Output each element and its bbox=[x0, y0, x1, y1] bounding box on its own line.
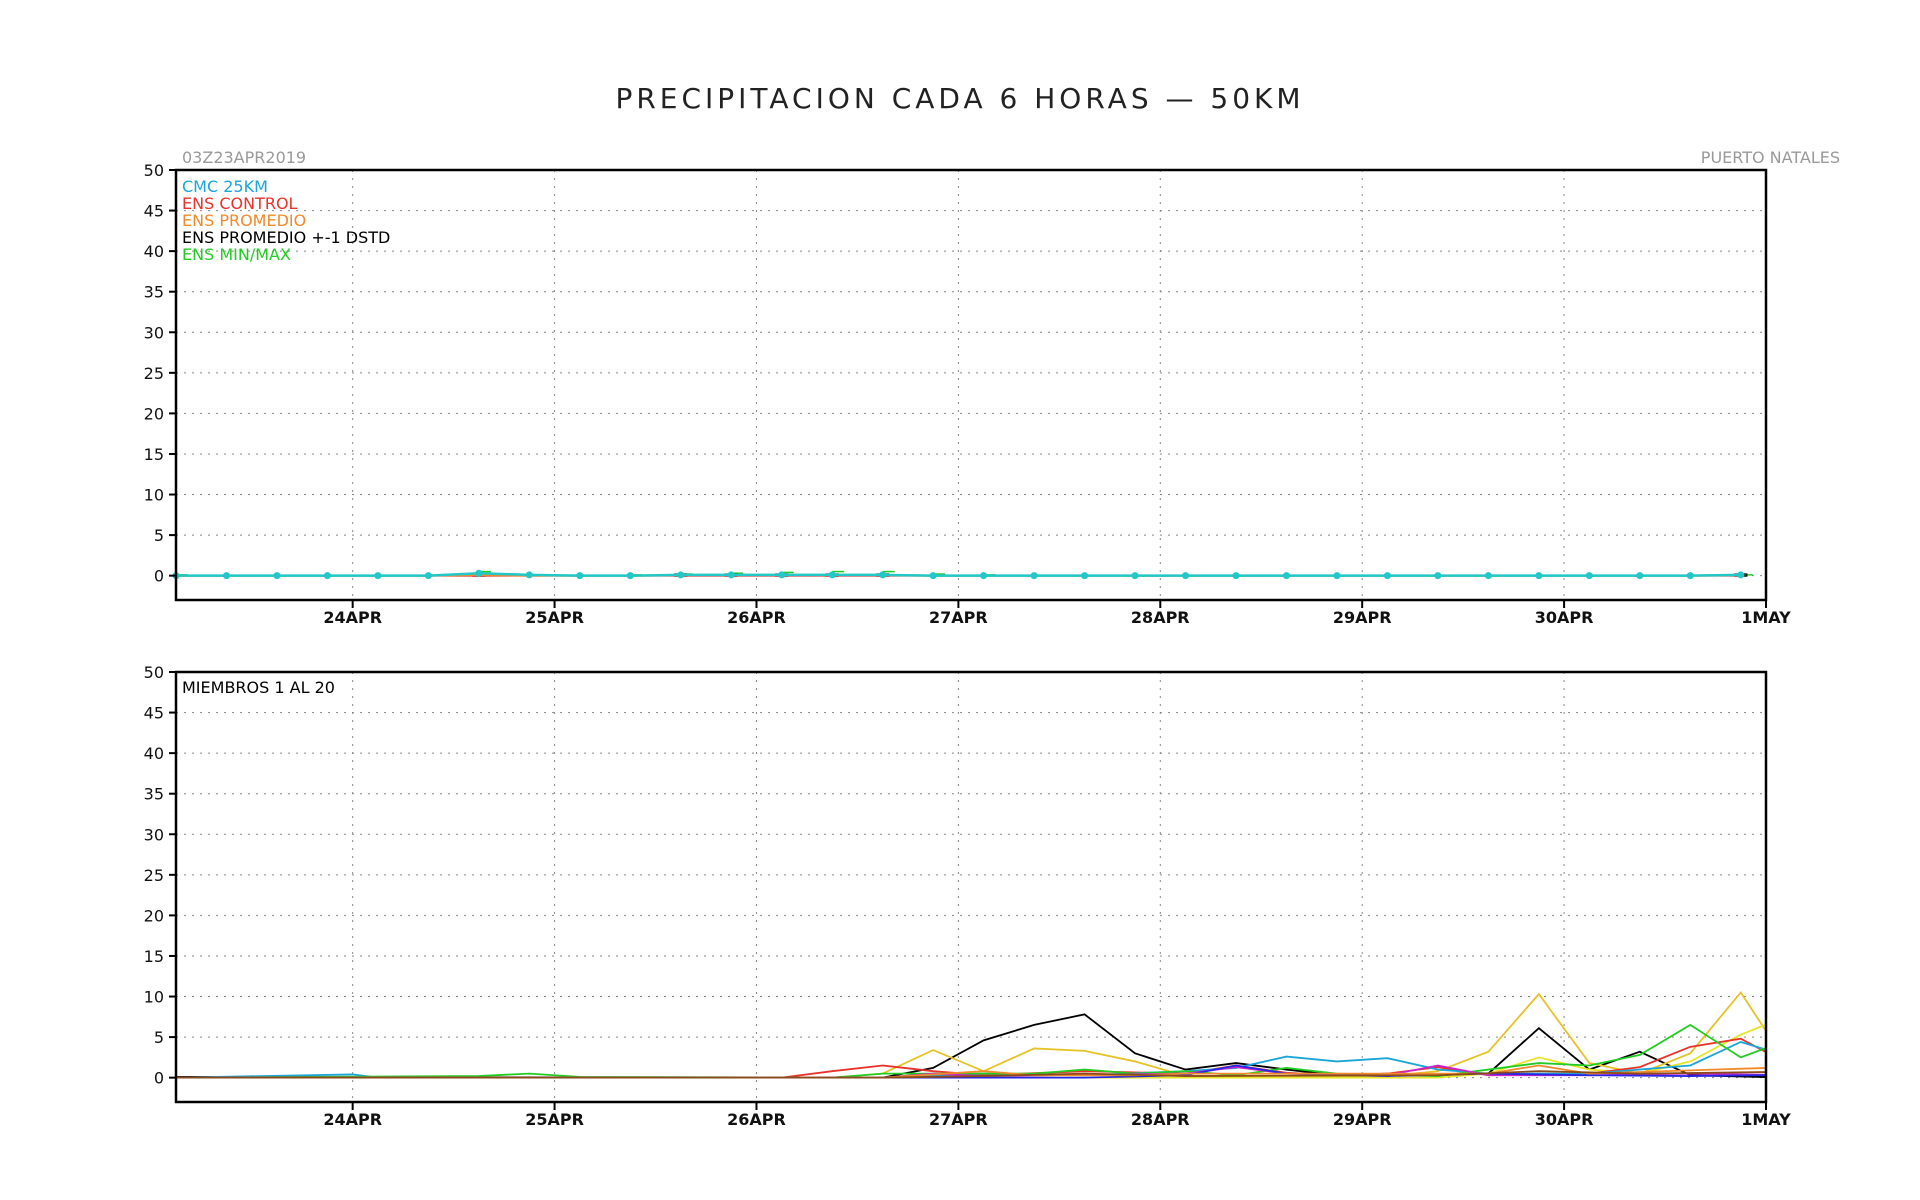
members-marks bbox=[175, 990, 1767, 1079]
legend-item-promedio: ENS PROMEDIO bbox=[182, 211, 306, 230]
cmc-point bbox=[222, 572, 230, 580]
x-tick-label: 1MAY bbox=[1741, 608, 1791, 627]
x-tick-label: 27APR bbox=[929, 608, 988, 627]
y-tick-label: 10 bbox=[144, 486, 164, 505]
y-tick-label: 50 bbox=[144, 161, 164, 180]
cmc-point bbox=[424, 572, 432, 580]
y-tick-label: 40 bbox=[144, 242, 164, 261]
y-tick-label: 15 bbox=[144, 947, 164, 966]
y-tick-label: 20 bbox=[144, 906, 164, 925]
cmc-point bbox=[475, 569, 483, 577]
member-series-line bbox=[175, 1023, 1767, 1079]
x-tick-label: 26APR bbox=[727, 608, 786, 627]
y-tick-label: 0 bbox=[154, 1069, 164, 1088]
cmc-point bbox=[626, 572, 634, 580]
y-tick-label: 35 bbox=[144, 283, 164, 302]
cmc-point bbox=[727, 571, 735, 579]
cmc-point bbox=[929, 572, 937, 580]
x-tick-label: 28APR bbox=[1131, 608, 1190, 627]
summary-marks bbox=[172, 569, 1753, 580]
y-tick-label: 0 bbox=[154, 567, 164, 586]
x-tick-label: 29APR bbox=[1333, 1110, 1392, 1129]
summary-grid bbox=[176, 170, 1766, 600]
y-tick-label: 5 bbox=[154, 526, 164, 545]
legend-item-control: ENS CONTROL bbox=[182, 194, 298, 213]
summary-axes: 0 5 10 15 20 25 30 35 40 45 50 24APR 25APR 26APR 27APR… bbox=[144, 161, 1792, 627]
cmc-point bbox=[1333, 572, 1341, 580]
legend-item-cmc: CMC 25KM bbox=[182, 177, 268, 196]
y-tick-label: 15 bbox=[144, 445, 164, 464]
y-tick-label: 30 bbox=[144, 323, 164, 342]
cmc-series-line bbox=[176, 571, 1741, 577]
x-tick-label: 25APR bbox=[525, 1110, 584, 1129]
cmc-point bbox=[1383, 572, 1391, 580]
x-tick-label: 30APR bbox=[1535, 608, 1594, 627]
cmc-point bbox=[1535, 572, 1543, 580]
legend: CMC 25KM ENS CONTROL ENS PROMEDIO ENS PR… bbox=[182, 177, 390, 264]
x-tick-label: 30APR bbox=[1535, 1110, 1594, 1129]
members-axes: 0 5 10 15 20 25 30 35 40 45 50 24APR 25APR 26APR 27APR… bbox=[144, 663, 1792, 1129]
y-tick-label: 25 bbox=[144, 364, 164, 383]
member-series-line bbox=[176, 1070, 1767, 1079]
cmc-point bbox=[879, 571, 887, 579]
y-tick-label: 10 bbox=[144, 988, 164, 1007]
cmc-point bbox=[1182, 572, 1190, 580]
cmc-point bbox=[677, 571, 685, 579]
cmc-point bbox=[1484, 572, 1492, 580]
run-time-label: 03Z23APR2019 bbox=[182, 148, 306, 167]
cmc-point bbox=[778, 571, 786, 579]
x-tick-label: 24APR bbox=[323, 1110, 382, 1129]
cmc-point bbox=[576, 572, 584, 580]
cmc-point bbox=[323, 572, 331, 580]
y-tick-label: 5 bbox=[154, 1028, 164, 1047]
cmc-point bbox=[1686, 572, 1694, 580]
cmc-point bbox=[1636, 572, 1644, 580]
cmc-point bbox=[1131, 572, 1139, 580]
legend-item-dstd: ENS PROMEDIO +-1 DSTD bbox=[182, 228, 390, 247]
y-tick-label: 30 bbox=[144, 825, 164, 844]
y-tick-label: 25 bbox=[144, 866, 164, 885]
location-label: PUERTO NATALES bbox=[1701, 148, 1840, 167]
cmc-point bbox=[525, 571, 533, 579]
x-tick-label: 1MAY bbox=[1741, 1110, 1791, 1129]
x-tick-label: 28APR bbox=[1131, 1110, 1190, 1129]
cmc-point bbox=[374, 572, 382, 580]
x-tick-label: 26APR bbox=[727, 1110, 786, 1129]
cmc-point bbox=[273, 572, 281, 580]
members-frame bbox=[174, 670, 1768, 1104]
cmc-point bbox=[1585, 572, 1593, 580]
x-tick-label: 29APR bbox=[1333, 608, 1392, 627]
summary-frame bbox=[174, 168, 1768, 602]
member-series-line bbox=[176, 1023, 1767, 1079]
cmc-point bbox=[1081, 572, 1089, 580]
members-label: MIEMBROS 1 AL 20 bbox=[182, 678, 335, 697]
y-tick-label: 20 bbox=[144, 404, 164, 423]
x-tick-label: 24APR bbox=[323, 608, 382, 627]
legend-item-minmax: ENS MIN/MAX bbox=[182, 245, 291, 264]
x-tick-label: 27APR bbox=[929, 1110, 988, 1129]
cmc-point bbox=[1434, 572, 1442, 580]
y-tick-label: 45 bbox=[144, 202, 164, 221]
x-tick-label: 25APR bbox=[525, 608, 584, 627]
cmc-point bbox=[980, 572, 988, 580]
cmc-point bbox=[1232, 572, 1240, 580]
summary-panel: 03Z23APR2019 PUERTO NATALES 0 5 10 15 20 25 30… bbox=[144, 148, 1840, 627]
cmc-point bbox=[1030, 572, 1038, 580]
cmc-point bbox=[1737, 571, 1745, 579]
members-panel: 0 5 10 15 20 25 30 35 40 45 50 24APR 25APR 26APR 27APR… bbox=[144, 663, 1792, 1129]
y-tick-label: 45 bbox=[144, 704, 164, 723]
y-tick-label: 35 bbox=[144, 785, 164, 804]
chart-title: PRECIPITACION CADA 6 HORAS — 50KM bbox=[615, 82, 1304, 115]
cmc-point bbox=[1282, 572, 1290, 580]
y-tick-label: 50 bbox=[144, 663, 164, 682]
member-series-line bbox=[176, 1064, 1767, 1079]
y-tick-label: 40 bbox=[144, 744, 164, 763]
cmc-point bbox=[828, 571, 836, 579]
